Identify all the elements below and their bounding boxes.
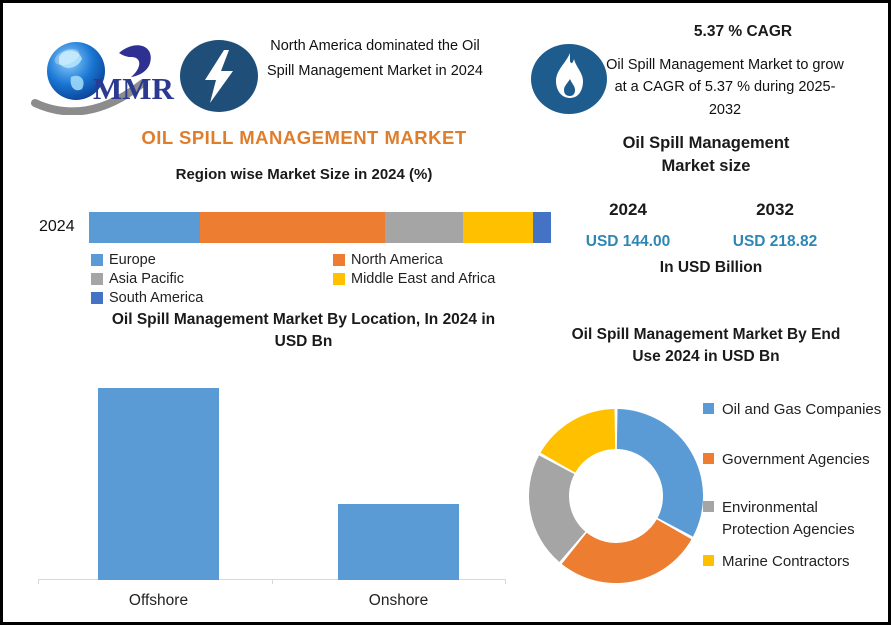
market-size-year-2032: 2032 bbox=[756, 200, 794, 219]
legend-swatch-environmental-protection-agencies bbox=[703, 501, 714, 512]
axis-tick bbox=[272, 579, 273, 584]
headline-text: North America dominated the Oil Spill Ma… bbox=[266, 38, 483, 80]
region-segment-north-america bbox=[199, 212, 385, 243]
market-size-value-2024: USD 144.00 bbox=[585, 233, 671, 250]
market-size-year-2024: 2024 bbox=[609, 200, 647, 219]
location-chart-title: Oil Spill Management Market By Location,… bbox=[111, 311, 496, 351]
legend-swatch-marine-contractors bbox=[703, 555, 714, 566]
legend-label: Oil and Gas Companies bbox=[722, 401, 882, 418]
end-use-chart-title: Oil Spill Management Market By End Use 2… bbox=[571, 326, 841, 366]
donut-slice-environmental-protection-agencies bbox=[529, 455, 586, 563]
region-segment-south-america bbox=[532, 212, 551, 243]
cagr-description: Oil Spill Management Market to grow at a… bbox=[606, 57, 844, 118]
bar-category-offshore: Offshore bbox=[128, 592, 189, 609]
legend-swatch-asia-pacific bbox=[91, 272, 103, 285]
lightning-badge bbox=[180, 40, 258, 112]
flame-icon bbox=[556, 53, 583, 98]
region-segment-europe bbox=[89, 212, 200, 243]
market-size-title: Oil Spill Management Market size bbox=[622, 134, 790, 176]
legend-swatch-government-agencies bbox=[703, 453, 714, 464]
bar-offshore bbox=[98, 388, 219, 580]
region-legend-item-south-america: South America bbox=[91, 288, 333, 307]
market-size-value-2032: USD 218.82 bbox=[732, 233, 818, 250]
region-legend-item-asia-pacific: Asia Pacific bbox=[91, 269, 333, 288]
legend-label: Middle East and Africa bbox=[351, 270, 496, 287]
region-legend-item-europe: Europe bbox=[91, 250, 333, 269]
end-use-legend-item-environmental-protection-agencies: Environmental Protection Agencies bbox=[703, 497, 884, 541]
legend-label: Europe bbox=[109, 251, 156, 268]
mmr-logo: MMR bbox=[31, 42, 175, 115]
main-title: OIL SPILL MANAGEMENT MARKET bbox=[141, 127, 467, 148]
logo-text: MMR bbox=[93, 71, 175, 106]
bar-onshore bbox=[338, 504, 459, 580]
axis-tick bbox=[38, 579, 39, 584]
region-legend: Europe North America Asia Pacific Middle Ea… bbox=[91, 250, 543, 307]
region-legend-item-north-america: North America bbox=[333, 250, 543, 269]
region-legend-item-middle-east-and-africa: Middle East and Africa bbox=[333, 269, 543, 288]
market-size-unit: In USD Billion bbox=[659, 259, 763, 276]
legend-label: South America bbox=[109, 289, 204, 306]
region-stacked-bar bbox=[89, 212, 551, 243]
legend-label: Marine Contractors bbox=[722, 553, 850, 570]
end-use-legend-item-oil-and-gas-companies: Oil and Gas Companies bbox=[703, 399, 884, 421]
region-chart-year-label: 2024 bbox=[39, 218, 75, 235]
donut-slice-government-agencies bbox=[561, 519, 692, 583]
donut-slice-oil-and-gas-companies bbox=[616, 409, 704, 537]
end-use-legend-item-government-agencies: Government Agencies bbox=[703, 449, 884, 471]
region-chart-subtitle: Region wise Market Size in 2024 (%) bbox=[175, 166, 433, 183]
lightning-icon bbox=[205, 50, 233, 103]
legend-swatch-middle-east-and-africa bbox=[333, 272, 345, 285]
cagr-heading: 5.37 % CAGR bbox=[693, 23, 793, 40]
legend-swatch-south-america bbox=[91, 291, 103, 304]
legend-label: North America bbox=[351, 251, 443, 268]
legend-label: Asia Pacific bbox=[109, 270, 184, 287]
legend-swatch-oil-and-gas-companies bbox=[703, 403, 714, 414]
end-use-donut-chart bbox=[529, 409, 704, 583]
legend-swatch-europe bbox=[91, 253, 103, 266]
bar-category-onshore: Onshore bbox=[368, 592, 429, 609]
logo-swoosh-gray bbox=[31, 79, 147, 115]
legend-label: Government Agencies bbox=[722, 451, 870, 468]
donut-slice-marine-contractors bbox=[540, 409, 616, 473]
legend-label: Environmental Protection Agencies bbox=[722, 499, 855, 538]
region-segment-asia-pacific bbox=[384, 212, 464, 243]
region-segment-middle-east-and-africa bbox=[463, 212, 533, 243]
legend-swatch-north-america bbox=[333, 253, 345, 266]
flame-badge bbox=[531, 44, 607, 114]
axis-tick bbox=[505, 579, 506, 584]
end-use-legend-item-marine-contractors: Marine Contractors bbox=[703, 551, 884, 573]
logo-swoosh-blue bbox=[119, 45, 151, 77]
